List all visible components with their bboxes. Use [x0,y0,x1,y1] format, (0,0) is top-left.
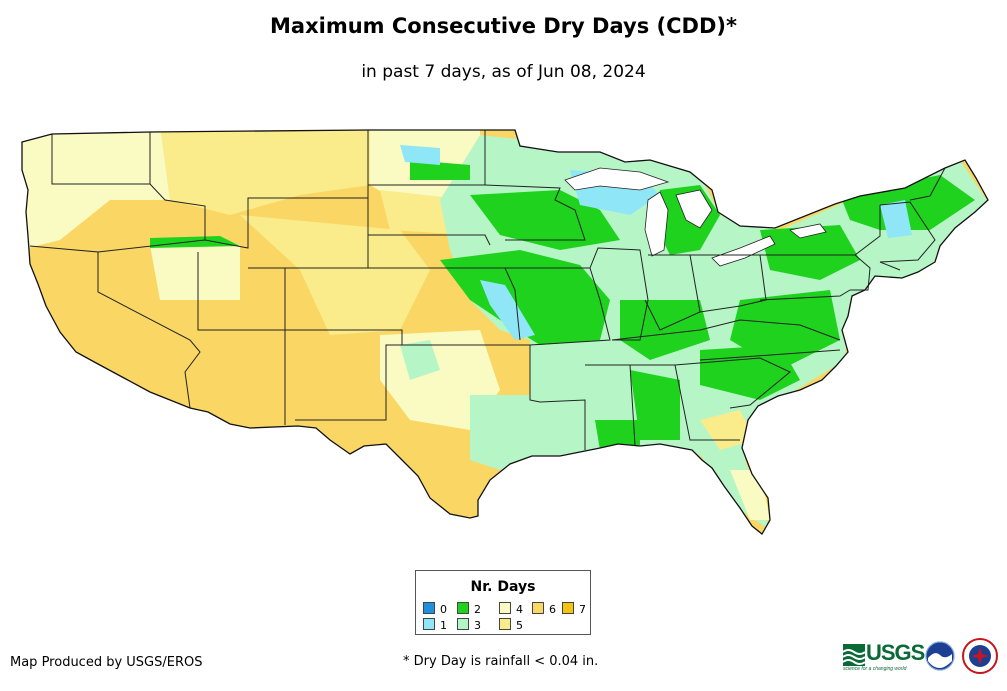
noaa-logo [925,641,955,671]
legend-item-4: 4 [499,602,523,616]
legend-swatch [499,618,511,630]
map-title: Maximum Consecutive Dry Days (CDD)* [270,14,737,38]
legend-label: 0 [440,603,447,616]
legend-swatch [423,618,435,630]
legend-label: 6 [549,603,556,616]
legend-swatch [532,602,544,614]
usgs-tagline: science for a changing world [843,666,907,672]
legend-item-6: 6 [532,602,556,616]
usgs-logo-text: USGS [866,640,925,665]
credit-text: Map Produced by USGS/EROS [10,655,203,670]
legend-item-7: 7 [562,602,586,616]
legend-item-2: 2 [457,602,481,616]
legend-swatch [562,602,574,614]
legend-label: 2 [474,603,481,616]
nws-logo [962,638,998,674]
usgs-wave-icon [843,644,865,666]
legend-label: 7 [579,603,586,616]
legend-item-5: 5 [499,618,523,632]
legend-label: 4 [516,603,523,616]
legend-item-0: 0 [423,602,447,616]
map-subtitle: in past 7 days, as of Jun 08, 2024 [361,62,646,82]
legend-swatch [457,618,469,630]
legend: Nr. Days 0 1 2 3 4 5 6 7 [415,570,591,635]
legend-label: 5 [516,619,523,632]
usgs-logo: USGS science for a changing world [843,640,925,672]
footnote: * Dry Day is rainfall < 0.04 in. [403,654,599,669]
legend-label: 1 [440,619,447,632]
legend-item-3: 3 [457,618,481,632]
legend-title: Nr. Days [470,579,536,595]
legend-item-1: 1 [423,618,447,632]
legend-swatch [499,602,511,614]
legend-label: 3 [474,619,481,632]
legend-swatch [457,602,469,614]
legend-swatch [423,602,435,614]
